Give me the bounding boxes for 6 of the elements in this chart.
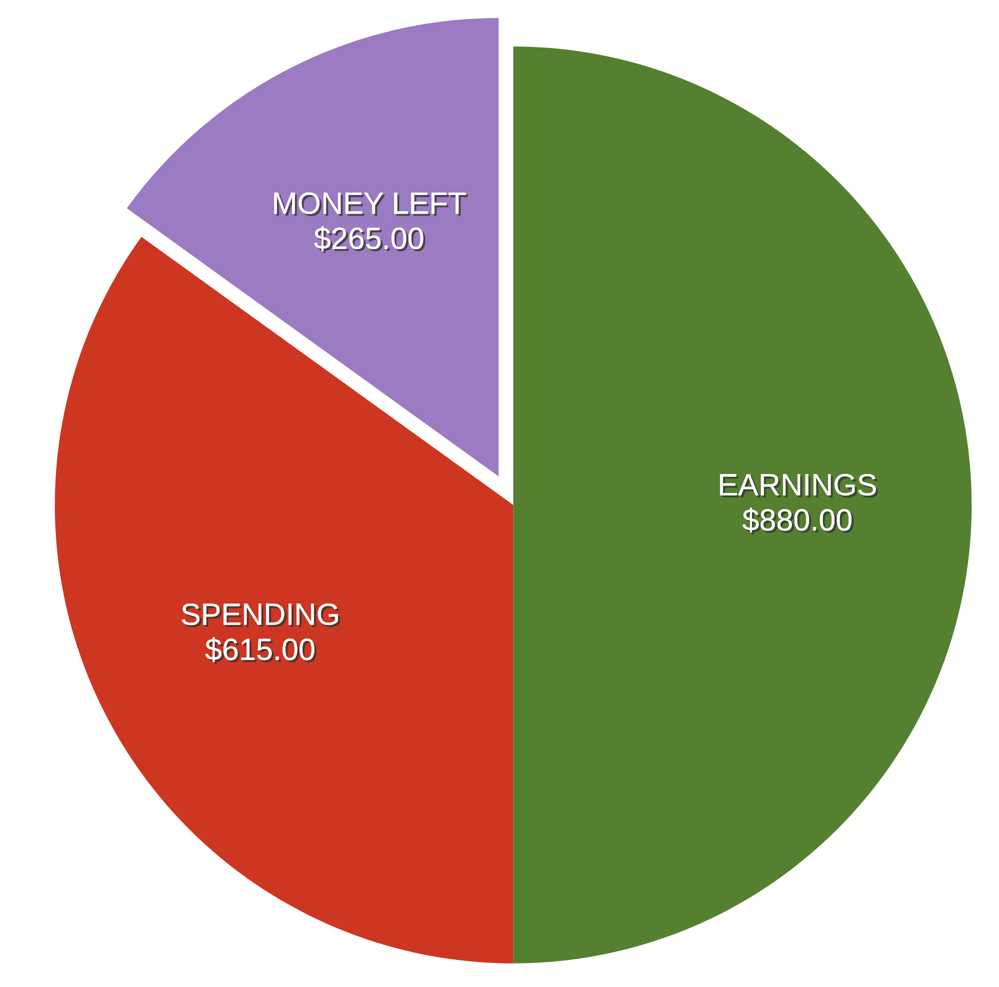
slice-label: MONEY LEFT bbox=[274, 192, 468, 216]
data-label: $880.00 bbox=[742, 508, 854, 535]
data-label: $265.00 bbox=[314, 226, 426, 254]
slice-label: EARNINGS bbox=[720, 474, 878, 498]
slice-label: SPENDING bbox=[182, 603, 340, 628]
data-label: $615.00 bbox=[205, 637, 316, 664]
